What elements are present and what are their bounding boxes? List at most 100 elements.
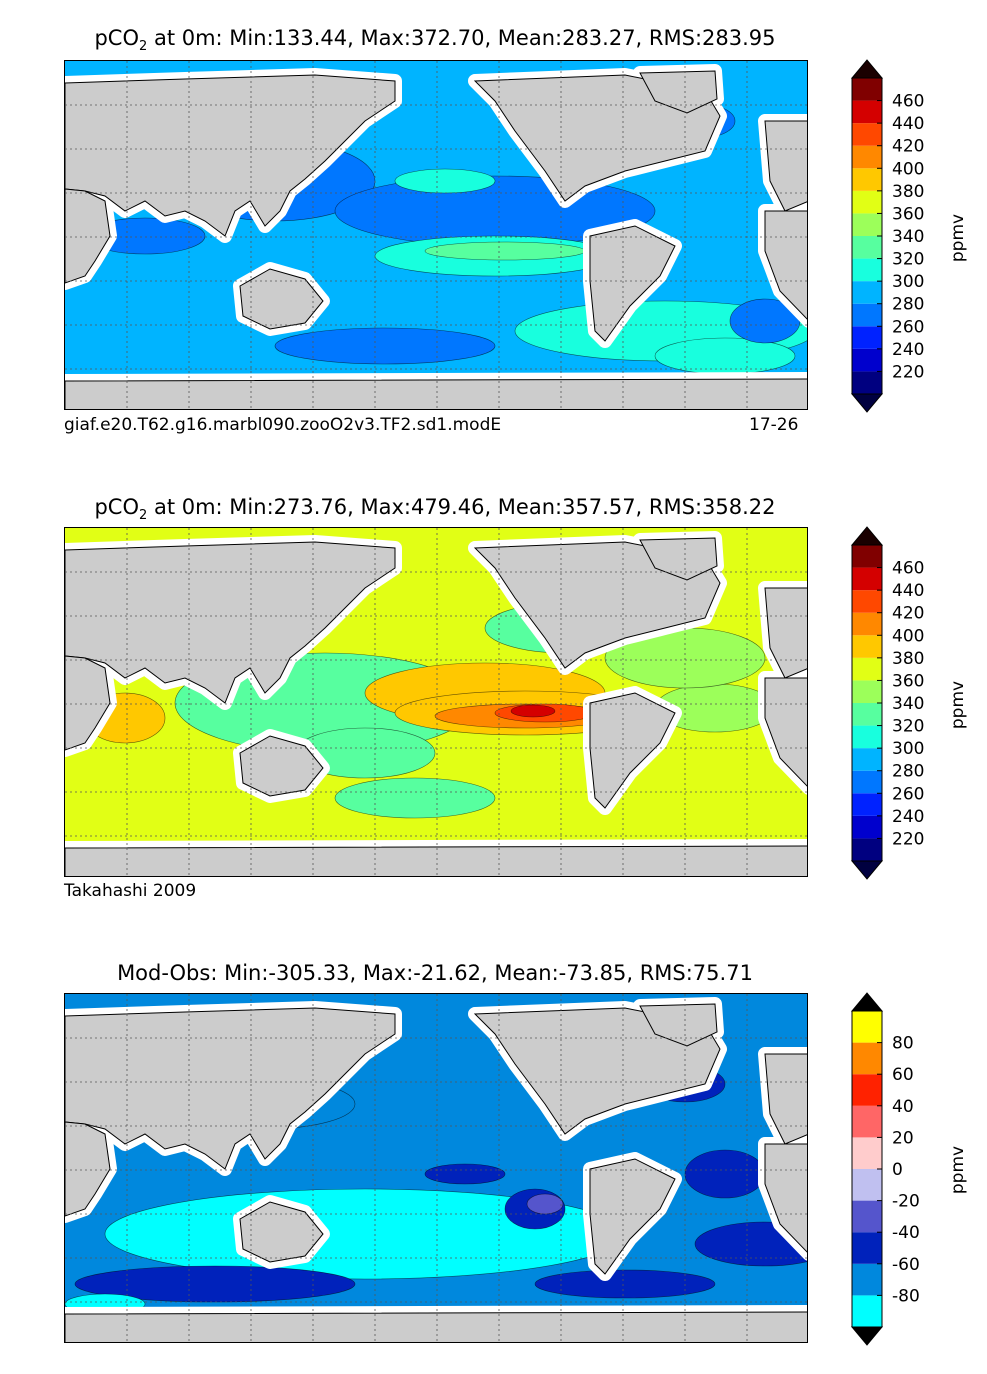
colorbar-swatch <box>852 145 882 169</box>
colorbar-extend-high <box>850 59 884 79</box>
colorbar-tick-label: 80 <box>892 1034 914 1054</box>
colorbar-tick-label: 440 <box>892 581 924 601</box>
colorbar-tick-label: 360 <box>892 671 924 691</box>
colorbar-extend-high <box>850 992 884 1012</box>
colorbar-tick-label: 420 <box>892 137 924 157</box>
panel-title: Mod-Obs: Min:-305.33, Max:-21.62, Mean:-… <box>117 961 753 985</box>
colorbar-swatch <box>852 657 882 681</box>
colorbar-swatch <box>852 612 882 636</box>
colorbar-swatch <box>852 100 882 124</box>
colorbar-swatch <box>852 567 882 591</box>
colorbar-swatch <box>852 371 882 394</box>
colorbar-swatch <box>852 793 882 816</box>
contour-region <box>534 1269 716 1299</box>
colorbar-swatch <box>852 1105 882 1138</box>
colorbar-tick-label: 460 <box>892 92 924 112</box>
land-greenland <box>639 537 718 581</box>
land-africa <box>65 655 111 751</box>
land-europe-east <box>764 120 807 212</box>
contour-region <box>424 1163 506 1185</box>
colorbar-tick-label: 360 <box>892 204 924 224</box>
colorbar-tick-label: -80 <box>892 1286 920 1306</box>
land-south-america <box>589 1158 676 1275</box>
colorbar-tick-label: 340 <box>892 227 924 247</box>
land-australia <box>239 268 324 330</box>
land-africa-east <box>764 210 807 320</box>
land-antarctica <box>65 378 807 409</box>
colorbar-swatch <box>852 770 882 794</box>
land-antarctica <box>65 845 807 876</box>
colorbar-extend-low <box>850 1326 884 1346</box>
colorbar: 220 240 260 280 300 320 340 360 380 400 420 440 460 <box>850 59 924 413</box>
caption-left: Takahashi 2009 <box>64 881 197 901</box>
colorbar-swatch <box>852 123 882 146</box>
map-plot <box>64 60 808 410</box>
colorbar-tick-label: 300 <box>892 739 924 759</box>
colorbar-swatch <box>852 748 882 771</box>
land-eurasia <box>65 74 396 237</box>
colorbar-tick-label: 440 <box>892 114 924 134</box>
colorbar: -80 -60 -40 -20 0 20 40 60 80 <box>850 992 920 1346</box>
colorbar-swatch <box>852 281 882 304</box>
land-south-america <box>589 692 676 809</box>
colorbar-tick-label: 240 <box>892 807 924 827</box>
colorbar-swatch <box>852 168 882 191</box>
colorbar-swatch <box>852 545 882 568</box>
contour-region <box>334 777 496 819</box>
colorbar-extend-low <box>850 860 884 880</box>
colorbar-extend-high <box>850 526 884 546</box>
colorbar-tick-label: 400 <box>892 159 924 179</box>
colorbar: 220 240 260 280 300 320 340 360 380 400 420 440 460 <box>850 526 924 880</box>
land-eurasia <box>65 1007 396 1170</box>
colorbar-tick-label: 0 <box>892 1160 903 1180</box>
map-plot <box>64 527 808 877</box>
contour-region <box>394 168 496 194</box>
colorbar-tick-label: 460 <box>892 559 924 579</box>
land-australia <box>239 735 324 797</box>
colorbar-tick-label: -60 <box>892 1255 920 1275</box>
colorbar-swatch <box>852 680 882 703</box>
panel-title: pCO2 at 0m: Min:273.76, Max:479.46, Mean… <box>94 495 776 524</box>
colorbar-tick-label: 40 <box>892 1097 914 1117</box>
land-eurasia <box>65 541 396 704</box>
colorbar-swatch <box>852 1295 882 1327</box>
colorbar-swatch <box>852 326 882 349</box>
colorbar-units: ppmv <box>948 213 968 263</box>
land-europe-east <box>764 587 807 679</box>
colorbar-swatch <box>852 1232 882 1264</box>
caption-left: giaf.e20.T62.g16.marbl090.zooO2v3.TF2.sd… <box>64 415 502 435</box>
colorbar-tick-label: 60 <box>892 1065 914 1085</box>
colorbar-tick-label: 420 <box>892 604 924 624</box>
colorbar-swatch <box>852 1074 882 1106</box>
colorbar-tick-label: 280 <box>892 762 924 782</box>
panel-title: pCO2 at 0m: Min:133.44, Max:372.70, Mean… <box>94 26 776 55</box>
land-africa-east <box>764 1143 807 1253</box>
contour-region <box>510 704 556 718</box>
caption-right: 17-26 <box>749 415 799 435</box>
colorbar-tick-label: 320 <box>892 717 924 737</box>
colorbar-tick-label: 280 <box>892 295 924 315</box>
colorbar-swatch <box>852 1263 882 1296</box>
land-south-america <box>589 225 676 342</box>
colorbar-swatch <box>852 190 882 214</box>
colorbar-tick-label: 380 <box>892 649 924 669</box>
land-africa-east <box>764 677 807 787</box>
colorbar-tick-label: 20 <box>892 1128 914 1148</box>
colorbar-swatch <box>852 815 882 839</box>
colorbar-swatch <box>852 1200 882 1233</box>
contour-region <box>526 1193 564 1215</box>
colorbar-swatch <box>852 236 882 259</box>
colorbar-tick-label: 260 <box>892 317 924 337</box>
colorbar-tick-label: 300 <box>892 272 924 292</box>
colorbar-swatch <box>852 1137 882 1169</box>
colorbar-swatch <box>852 258 882 282</box>
colorbar-swatch <box>852 348 882 372</box>
colorbar-tick-label: 260 <box>892 784 924 804</box>
colorbar-tick-label: -40 <box>892 1223 920 1243</box>
colorbar-swatch <box>852 635 882 658</box>
land-antarctica <box>65 1311 807 1342</box>
colorbar-tick-label: 220 <box>892 362 924 382</box>
colorbar-swatch <box>852 703 882 726</box>
colorbar-tick-label: 400 <box>892 626 924 646</box>
colorbar-swatch <box>852 838 882 861</box>
